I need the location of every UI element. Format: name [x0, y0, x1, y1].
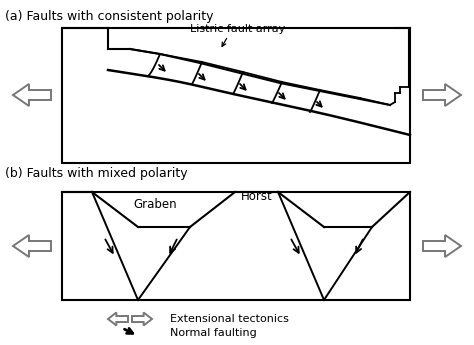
Text: (a) Faults with consistent polarity: (a) Faults with consistent polarity	[5, 10, 213, 23]
Text: (b) Faults with mixed polarity: (b) Faults with mixed polarity	[5, 167, 188, 180]
Bar	[62, 192, 410, 300]
Text: Graben: Graben	[133, 198, 177, 211]
Text: Normal faulting: Normal faulting	[170, 328, 257, 338]
Text: Horst: Horst	[241, 190, 273, 204]
Text: Listric fault array: Listric fault array	[191, 24, 286, 34]
Text: Extensional tectonics: Extensional tectonics	[170, 314, 289, 324]
Bar	[62, 28, 410, 163]
